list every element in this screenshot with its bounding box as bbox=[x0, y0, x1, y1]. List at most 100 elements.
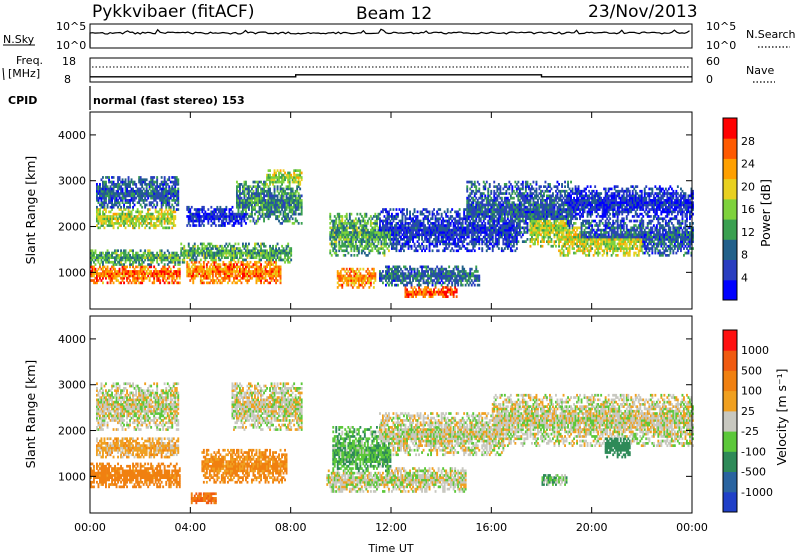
heatmap-cell bbox=[198, 212, 201, 216]
heatmap-cell bbox=[356, 235, 359, 239]
heatmap-cell bbox=[278, 219, 280, 223]
heatmap-cell bbox=[130, 219, 133, 223]
heatmap-cell bbox=[297, 173, 300, 177]
heatmap-cell bbox=[464, 283, 467, 287]
heatmap-cell bbox=[120, 258, 122, 262]
heatmap-cell bbox=[380, 231, 383, 234]
heatmap-cell bbox=[276, 265, 279, 269]
heatmap-cell bbox=[359, 244, 362, 248]
heatmap-cell bbox=[171, 199, 174, 202]
heatmap-cell bbox=[269, 263, 271, 266]
heatmap-cell bbox=[210, 270, 213, 273]
heatmap-cell bbox=[219, 254, 222, 257]
heatmap-cell bbox=[114, 249, 116, 253]
heatmap-cell bbox=[150, 189, 153, 193]
heatmap-cell bbox=[220, 212, 223, 216]
heatmap-cell bbox=[388, 279, 390, 282]
heatmap-cell bbox=[216, 251, 219, 255]
heatmap-cell bbox=[162, 265, 165, 269]
heatmap-cell bbox=[455, 290, 458, 294]
heatmap-cell bbox=[193, 224, 196, 227]
heatmap-cell bbox=[192, 256, 195, 259]
heatmap-cell bbox=[195, 260, 198, 264]
heatmap-cell bbox=[165, 183, 168, 186]
heatmap-cell bbox=[174, 272, 177, 275]
heatmap-cell bbox=[99, 276, 101, 280]
heatmap-cell bbox=[219, 281, 222, 285]
heatmap-cell bbox=[243, 270, 246, 273]
heatmap-cell bbox=[109, 187, 112, 191]
heatmap-cell bbox=[255, 251, 258, 255]
heatmap-cell bbox=[132, 192, 134, 195]
heatmap-cell bbox=[467, 235, 470, 239]
heatmap-cell bbox=[377, 235, 380, 239]
heatmap-cell bbox=[281, 249, 283, 253]
heatmap-cell bbox=[139, 176, 142, 179]
heatmap-cell bbox=[139, 180, 142, 184]
heatmap-cell bbox=[330, 228, 333, 232]
heatmap-cell bbox=[138, 187, 141, 191]
heatmap-cell bbox=[239, 215, 241, 218]
heatmap-cell bbox=[166, 281, 169, 285]
heatmap-cell bbox=[124, 217, 127, 221]
heatmap-cell bbox=[287, 215, 290, 218]
heatmap-cell bbox=[100, 219, 103, 223]
heatmap-cell bbox=[136, 258, 139, 262]
heatmap-cell bbox=[366, 279, 369, 282]
heatmap-cell bbox=[260, 215, 262, 218]
heatmap-cell bbox=[278, 203, 280, 207]
heatmap-cell bbox=[132, 201, 134, 204]
heatmap-cell bbox=[260, 189, 262, 193]
heatmap-cell bbox=[236, 281, 238, 285]
heatmap-cell bbox=[299, 183, 302, 186]
heatmap-cell bbox=[163, 212, 166, 216]
heatmap-cell bbox=[129, 272, 131, 275]
heatmap-cell bbox=[291, 212, 294, 216]
heatmap-cell bbox=[190, 274, 193, 278]
heatmap-cell bbox=[172, 281, 175, 285]
heatmap-cell bbox=[141, 276, 144, 280]
heatmap-cell bbox=[214, 217, 217, 221]
heatmap-cell bbox=[130, 189, 133, 193]
heatmap-cell bbox=[242, 203, 244, 207]
heatmap-cell bbox=[278, 192, 280, 195]
heatmap-cell bbox=[245, 274, 247, 278]
heatmap-cell bbox=[266, 258, 268, 262]
heatmap-cell bbox=[388, 212, 390, 216]
heatmap-cell bbox=[135, 192, 138, 195]
heatmap-cell bbox=[214, 265, 217, 269]
heatmap-cell bbox=[245, 263, 247, 266]
heatmap-cell bbox=[159, 196, 162, 200]
heatmap-cell bbox=[171, 180, 174, 184]
heatmap-cell bbox=[452, 293, 455, 296]
heatmap-cell bbox=[126, 187, 128, 191]
heatmap-cell bbox=[129, 249, 131, 253]
heatmap-cell bbox=[100, 189, 103, 193]
heatmap-cell bbox=[260, 272, 262, 275]
heatmap-cell bbox=[171, 210, 174, 214]
heatmap-cell bbox=[269, 183, 271, 186]
heatmap-cell bbox=[400, 267, 402, 271]
heatmap-cell bbox=[118, 201, 121, 204]
heatmap-cell bbox=[379, 270, 381, 273]
heatmap-cell bbox=[291, 194, 294, 198]
heatmap-cell bbox=[344, 254, 347, 257]
heatmap-cell bbox=[163, 196, 166, 200]
heatmap-cell bbox=[102, 180, 104, 184]
heatmap-cell bbox=[412, 238, 414, 241]
heatmap-cell bbox=[236, 199, 238, 202]
heatmap-cell bbox=[117, 249, 119, 253]
heatmap-cell bbox=[124, 256, 127, 259]
heatmap-cell bbox=[260, 281, 262, 285]
heatmap-cell bbox=[105, 267, 107, 271]
heatmap-cell bbox=[166, 256, 169, 259]
heatmap-cell bbox=[374, 272, 377, 275]
heatmap-cell bbox=[109, 199, 112, 202]
heatmap-cell bbox=[174, 215, 177, 218]
heatmap-cell bbox=[366, 228, 369, 232]
heatmap-cell bbox=[330, 244, 333, 248]
heatmap-cell bbox=[211, 251, 214, 255]
heatmap-cell bbox=[267, 194, 270, 198]
heatmap-cell bbox=[123, 217, 125, 221]
heatmap-cell bbox=[106, 192, 109, 195]
